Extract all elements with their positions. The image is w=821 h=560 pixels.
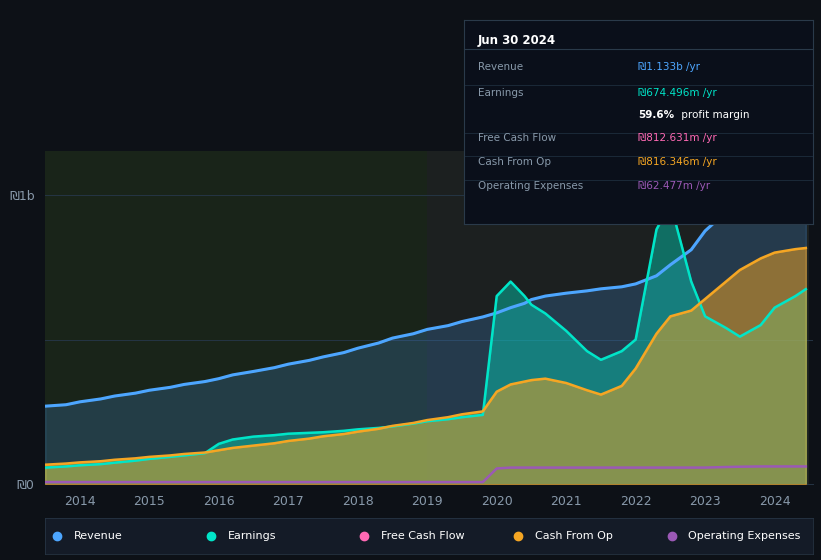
- Text: Earnings: Earnings: [478, 88, 523, 98]
- Bar: [45, 151, 427, 484]
- Text: ₪1.133b /yr: ₪1.133b /yr: [639, 62, 700, 72]
- Text: Operating Expenses: Operating Expenses: [689, 531, 800, 541]
- Text: ₪674.496m /yr: ₪674.496m /yr: [639, 88, 717, 98]
- Text: 59.6%: 59.6%: [639, 110, 675, 120]
- Text: profit margin: profit margin: [678, 110, 750, 120]
- Bar: [427, 151, 810, 484]
- Text: ₪816.346m /yr: ₪816.346m /yr: [639, 157, 717, 167]
- Text: Cash From Op: Cash From Op: [535, 531, 612, 541]
- Text: Revenue: Revenue: [478, 62, 523, 72]
- Text: Earnings: Earnings: [228, 531, 277, 541]
- Text: Free Cash Flow: Free Cash Flow: [382, 531, 465, 541]
- Text: Free Cash Flow: Free Cash Flow: [478, 133, 556, 143]
- Text: Operating Expenses: Operating Expenses: [478, 181, 583, 191]
- Text: Jun 30 2024: Jun 30 2024: [478, 34, 556, 47]
- Text: Revenue: Revenue: [75, 531, 123, 541]
- Text: Cash From Op: Cash From Op: [478, 157, 551, 167]
- Text: ₪62.477m /yr: ₪62.477m /yr: [639, 181, 710, 191]
- Text: ₪812.631m /yr: ₪812.631m /yr: [639, 133, 717, 143]
